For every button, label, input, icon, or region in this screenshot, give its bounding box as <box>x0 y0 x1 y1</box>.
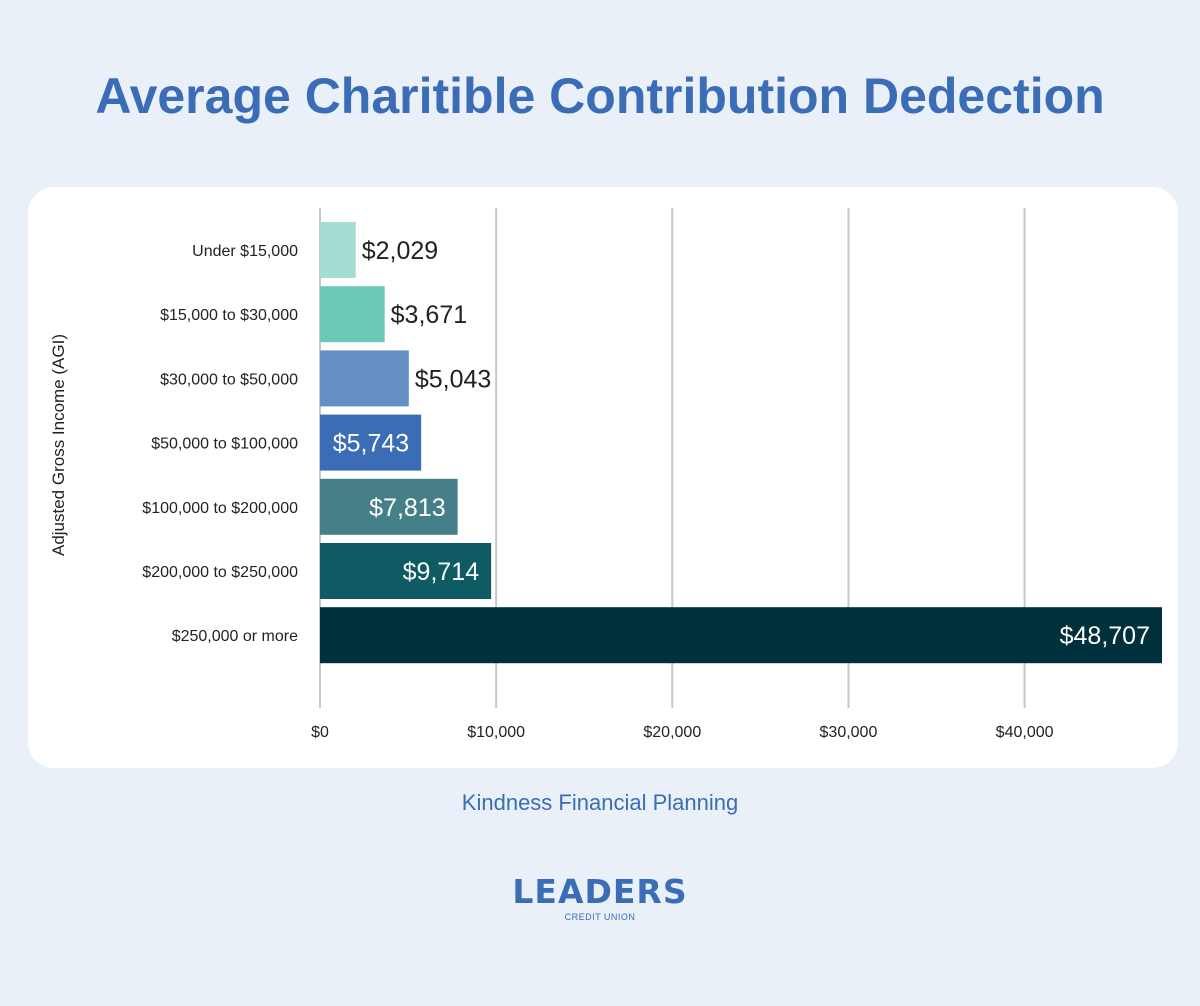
y-tick-label: $50,000 to $100,000 <box>151 436 298 453</box>
bar <box>320 286 385 343</box>
y-tick-label: $30,000 to $50,000 <box>160 371 298 388</box>
bar <box>320 478 458 535</box>
data-label: $2,029 <box>362 237 438 265</box>
y-tick-label: Under $15,000 <box>192 243 298 260</box>
y-tick-label: $200,000 to $250,000 <box>142 564 298 581</box>
data-label: $5,743 <box>333 430 409 458</box>
bar <box>320 414 422 471</box>
y-tick-label: $250,000 or more <box>172 628 298 645</box>
y-tick-label: $15,000 to $30,000 <box>160 307 298 324</box>
data-label: $9,714 <box>403 558 480 586</box>
x-tick-label: $20,000 <box>643 724 701 741</box>
x-tick-label: $0 <box>311 724 329 741</box>
page-title: Average Charitible Contribution Dedectio… <box>95 68 1105 124</box>
y-axis-title: Adjusted Gross Income (AGI) <box>49 334 68 556</box>
data-label: $48,707 <box>1060 622 1150 650</box>
x-tick-label: $30,000 <box>820 724 878 741</box>
logo-name: LEADERS <box>512 872 688 911</box>
x-tick-label: $40,000 <box>996 724 1054 741</box>
x-tick-label: $10,000 <box>467 724 525 741</box>
bar <box>320 350 409 407</box>
data-label: $5,043 <box>415 365 491 393</box>
bar <box>320 222 356 278</box>
leaders-logo: LEADERS CREDIT UNION <box>480 874 720 923</box>
logo-tagline: CREDIT UNION <box>564 912 636 922</box>
source-label: Kindness Financial Planning <box>461 790 739 815</box>
bar <box>320 543 492 599</box>
bar <box>320 607 1162 664</box>
y-tick-label: $100,000 to $200,000 <box>142 500 298 517</box>
chart-card: $0 $10,000 $20,000 $30,000 $40,000 Under $15,… <box>28 187 1178 768</box>
data-label: $3,671 <box>391 301 467 329</box>
data-label: $7,813 <box>369 494 445 522</box>
bar-chart: $0 $10,000 $20,000 $30,000 $40,000 Under $15,… <box>49 208 1162 741</box>
